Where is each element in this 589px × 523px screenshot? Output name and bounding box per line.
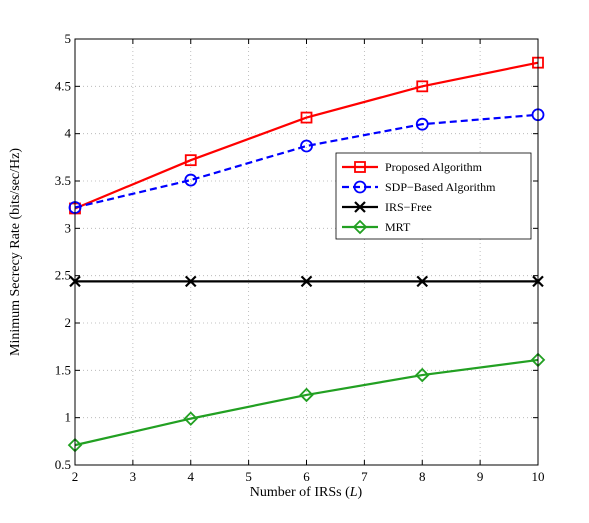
legend-label: SDP−Based Algorithm (385, 180, 496, 194)
y-tick-label: 2.5 (55, 268, 71, 283)
data-point (416, 80, 429, 93)
legend-label: IRS−Free (385, 200, 432, 214)
data-point (184, 275, 197, 288)
data-point (299, 387, 314, 403)
data-point (183, 411, 199, 426)
tick-layer: 2 3 4 5 6 7 8 9 10 0.5 1 1.5 2 2.5 3 3.5 4 4.5 5 (55, 31, 545, 484)
data-point (414, 367, 430, 383)
data-point (300, 275, 313, 288)
x-axis-label: Number of IRSs (L) (250, 485, 363, 500)
data-point (416, 275, 429, 288)
data-point (300, 111, 313, 124)
x-tick-label: 9 (477, 469, 484, 484)
data-point (184, 173, 198, 187)
legend: Proposed Algorithm SDP−Based Algorithm IRS… (335, 152, 532, 240)
data-point (415, 117, 429, 131)
legend-label: Proposed Algorithm (385, 160, 483, 174)
x-tick-label: 5 (245, 469, 252, 484)
data-point (300, 139, 313, 153)
y-tick-label: 1.5 (55, 362, 71, 377)
legend-entry: IRS−Free (342, 200, 432, 214)
y-tick-label: 0.5 (55, 457, 71, 472)
x-tick-label: 10 (532, 469, 545, 484)
series-line (74, 113, 539, 209)
legend-entry: MRT (342, 219, 411, 235)
series-line (74, 358, 539, 447)
y-tick-label: 3.5 (55, 173, 71, 188)
y-tick-label: 1 (65, 410, 72, 425)
y-tick-label: 3 (65, 220, 72, 235)
y-tick-label: 4 (65, 126, 72, 141)
series-line (74, 61, 539, 210)
series-layer (67, 56, 546, 453)
legend-entry: Proposed Algorithm (342, 160, 483, 174)
series-3 (67, 352, 546, 453)
legend-marker (354, 161, 366, 173)
x-tick-label: 6 (303, 469, 310, 484)
x-tick-label: 8 (419, 469, 426, 484)
y-tick-label: 4.5 (55, 78, 71, 93)
legend-label: MRT (385, 220, 411, 234)
legend-marker (354, 201, 366, 213)
legend-marker (352, 219, 368, 235)
y-tick-label: 5 (65, 31, 72, 46)
y-axis-label: Minimum Secrecy Rate (bits/sec/Hz) (8, 148, 23, 356)
legend-marker (353, 180, 367, 194)
y-tick-label: 2 (65, 315, 72, 330)
x-tick-label: 4 (188, 469, 195, 484)
series-2 (69, 275, 544, 288)
x-tick-label: 7 (361, 469, 368, 484)
grid-lines (75, 39, 538, 465)
x-tick-label: 3 (130, 469, 137, 484)
series-1 (68, 108, 545, 214)
x-tick-label: 2 (72, 469, 79, 484)
data-point (184, 154, 197, 167)
legend-entry: SDP−Based Algorithm (342, 180, 496, 194)
